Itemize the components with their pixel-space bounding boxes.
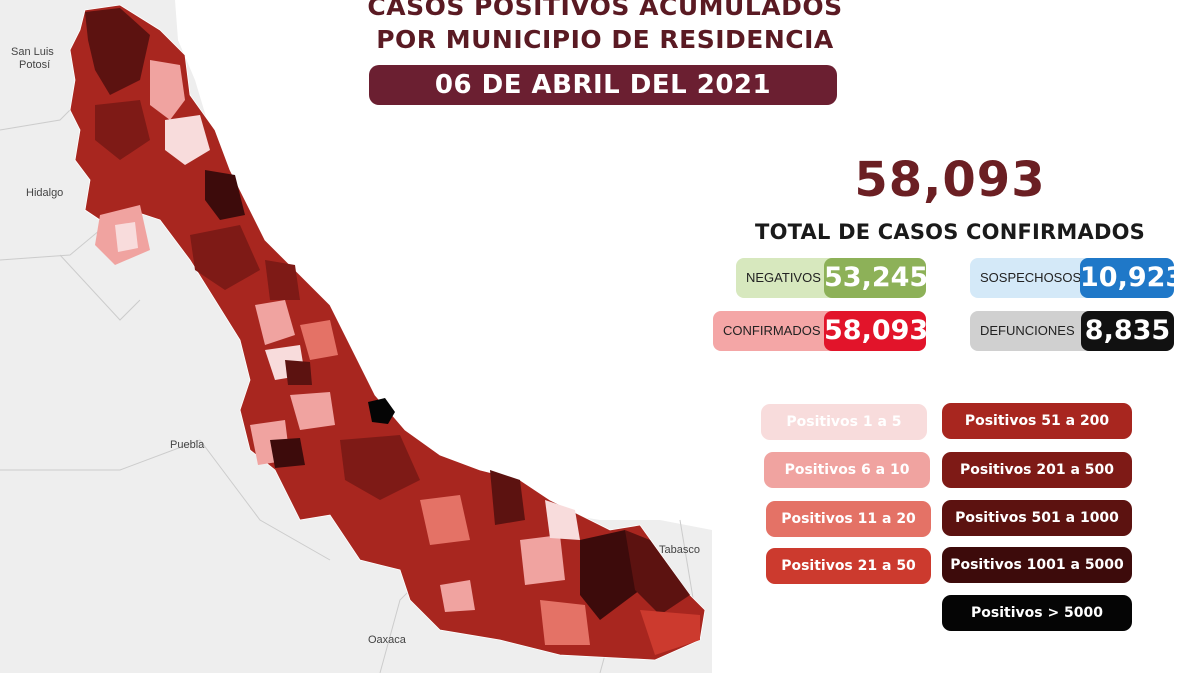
label-puebla: Puebla	[170, 439, 205, 451]
muni-mid-3	[265, 260, 300, 300]
muni-light-6	[290, 392, 335, 430]
muni-light-3	[115, 222, 138, 252]
legend-item-201-500: Positivos 201 a 500	[942, 452, 1132, 488]
stat-defunciones-label: DEFUNCIONES	[970, 311, 1095, 351]
muni-dark-south-2	[625, 530, 690, 615]
label-san-luis: San Luis	[11, 46, 54, 58]
muni-mid-1	[95, 100, 150, 160]
muni-light-10	[520, 535, 565, 585]
muni-black-veracruz	[368, 398, 395, 424]
stat-sospechosos-value: 10,923	[1080, 258, 1184, 298]
muni-mid-2	[190, 225, 260, 290]
legend-item-6-10: Positivos 6 a 10	[764, 452, 930, 488]
legend-item-501-1000: Positivos 501 a 1000	[942, 500, 1132, 536]
stat-negativos-value: 53,245	[824, 258, 928, 298]
total-label: TOTAL DE CASOS CONFIRMADOS	[755, 220, 1145, 244]
stat-defunciones-value: 8,835	[1081, 311, 1174, 351]
muni-light-1	[165, 115, 210, 165]
total-value: 58,093	[854, 152, 1046, 208]
stat-confirmados-value: 58,093	[824, 311, 928, 351]
muni-mid-6	[490, 470, 525, 525]
date-banner: 06 DE ABRIL DEL 2021	[369, 65, 837, 105]
muni-light-9	[440, 580, 475, 612]
stat-sospechosos-label: SOSPECHOSOS	[970, 258, 1095, 298]
muni-light-12	[540, 600, 590, 645]
muni-dark-orizaba	[270, 438, 305, 468]
title-line-1: CASOS POSITIVOS ACUMULADOS	[367, 0, 843, 21]
stat-negativos: NEGATIVOS 53,245	[736, 258, 928, 298]
stat-confirmados: CONFIRMADOS 58,093	[713, 311, 928, 351]
muni-dark-south-1	[580, 530, 640, 620]
label-oaxaca: Oaxaca	[368, 634, 407, 646]
muni-dark-xalapa	[285, 360, 312, 385]
muni-dark-north	[85, 8, 150, 95]
legend-item-1001-5000: Positivos 1001 a 5000	[942, 547, 1132, 583]
muni-light-8	[420, 495, 470, 545]
legend-item-11-20: Positivos 11 a 20	[766, 501, 931, 537]
muni-dark-tuxpan	[205, 170, 245, 220]
legend-item-51-200: Positivos 51 a 200	[942, 403, 1132, 439]
muni-light-4	[255, 300, 295, 345]
legend-item-21-50: Positivos 21 a 50	[766, 548, 931, 584]
stat-sospechosos: SOSPECHOSOS 10,923	[970, 258, 1184, 298]
stat-confirmados-label: CONFIRMADOS	[713, 311, 841, 351]
muni-light-11	[545, 500, 580, 540]
legend-item-1-5: Positivos 1 a 5	[761, 404, 927, 440]
muni-mid-5	[340, 435, 420, 500]
muni-mid-7	[640, 610, 700, 655]
veracruz-state	[69, 4, 706, 661]
label-potosi: Potosí	[19, 59, 50, 71]
title-line-2: POR MUNICIPIO DE RESIDENCIA	[376, 25, 834, 54]
label-hidalgo: Hidalgo	[26, 187, 63, 199]
label-tabasco: Tabasco	[659, 544, 700, 556]
stat-defunciones: DEFUNCIONES 8,835	[970, 311, 1174, 351]
muni-light-north	[150, 60, 185, 120]
muni-mid-4	[300, 320, 338, 360]
legend-item-over-5000: Positivos > 5000	[942, 595, 1132, 631]
